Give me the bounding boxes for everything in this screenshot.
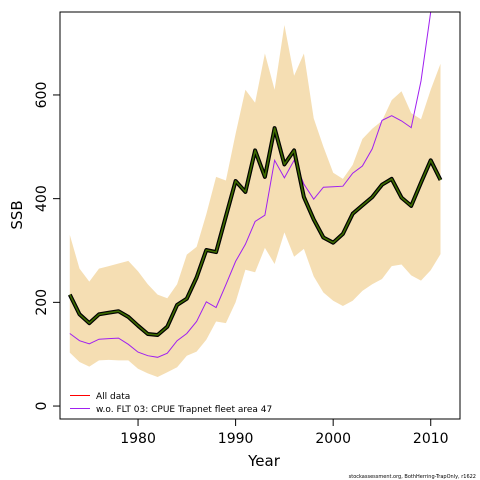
confidence-band <box>69 25 441 377</box>
y-tick-label-600: 600 <box>34 82 50 109</box>
legend: All data w.o. FLT 03: CPUE Trapnet fleet… <box>70 392 272 415</box>
x-tick-label-1990: 1990 <box>218 431 254 447</box>
y-axis-title: SSB <box>8 200 26 229</box>
footnote: stockassessment.org, BothHerring-TrapOnl… <box>349 474 476 480</box>
legend-label-without-flt03: w.o. FLT 03: CPUE Trapnet fleet area 47 <box>96 405 272 415</box>
x-tick-label-2000: 2000 <box>315 431 351 447</box>
legend-label-all-data: All data <box>96 392 130 402</box>
x-tick-label-2010: 2010 <box>413 431 449 447</box>
y-tick-label-0: 0 <box>34 402 50 411</box>
series-line-all-data <box>69 127 442 336</box>
series-layer <box>68 12 443 358</box>
y-axis: 0 200 400 600 <box>34 82 60 411</box>
x-tick-label-1980: 1980 <box>120 431 156 447</box>
plot-frame <box>59 11 461 420</box>
x-axis: 1980 1990 2000 2010 <box>120 419 449 447</box>
x-axis-title: Year <box>247 452 281 470</box>
series-line-without-flt03 <box>69 12 441 358</box>
confidence-band-layer <box>69 25 441 377</box>
y-tick-label-200: 200 <box>34 289 50 316</box>
y-tick-label-400: 400 <box>34 185 50 212</box>
